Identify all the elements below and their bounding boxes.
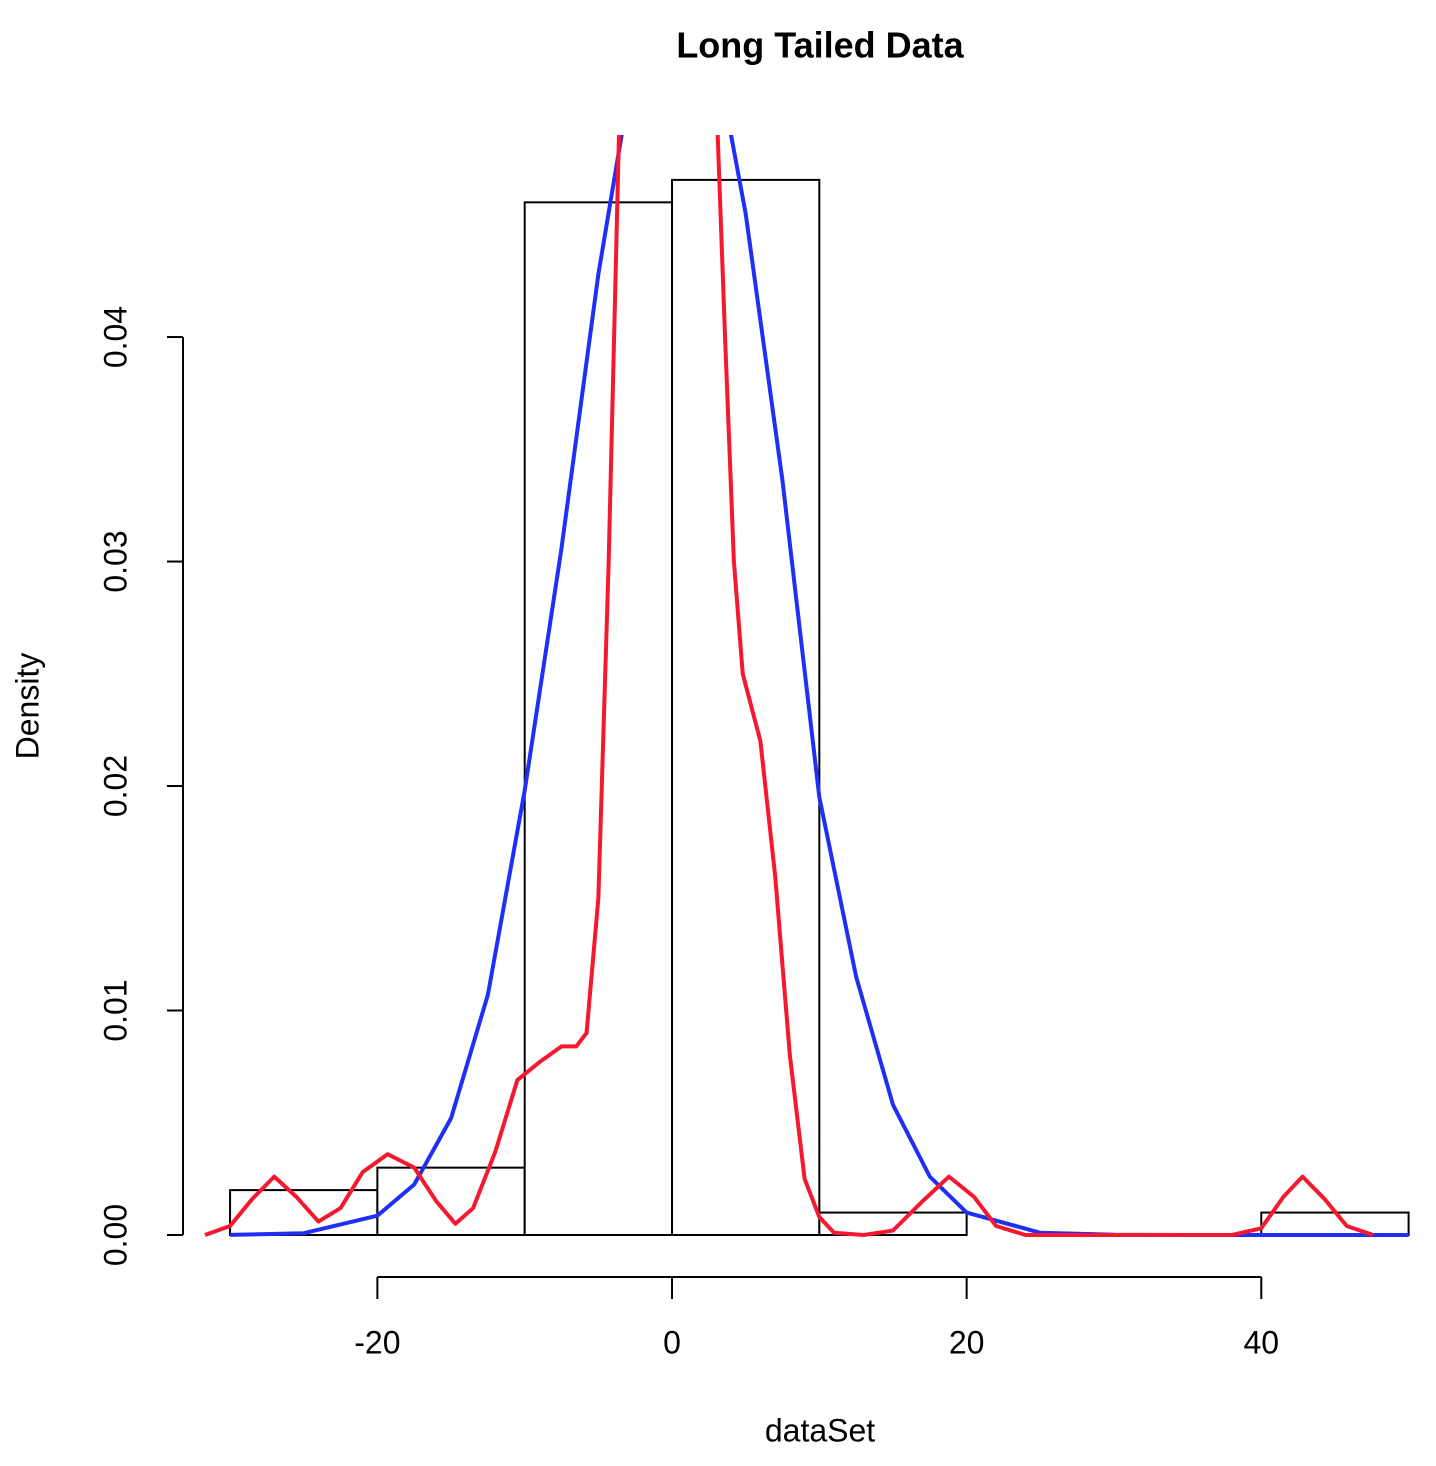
bar <box>523 201 674 1237</box>
x-axis-label: dataSet <box>765 1412 875 1448</box>
y-tick-label: 0.03 <box>97 530 133 592</box>
x-tick-label: 0 <box>663 1324 681 1360</box>
plot-area <box>204 135 1410 1237</box>
y-axis-label: Density <box>9 653 45 760</box>
bar <box>376 1166 526 1237</box>
y-tick-label: 0.00 <box>97 1204 133 1266</box>
density-curve <box>204 135 1374 1237</box>
x-tick-label: -20 <box>354 1324 400 1360</box>
chart-title: Long Tailed Data <box>676 25 964 66</box>
bar <box>1260 1211 1410 1237</box>
y-tick-label: 0.02 <box>97 755 133 817</box>
y-tick-label: 0.04 <box>97 306 133 368</box>
bar <box>671 178 821 1237</box>
y-tick-label: 0.01 <box>97 979 133 1041</box>
x-tick-label: 40 <box>1243 1324 1279 1360</box>
bar <box>818 1211 968 1237</box>
x-tick-label: 20 <box>949 1324 985 1360</box>
